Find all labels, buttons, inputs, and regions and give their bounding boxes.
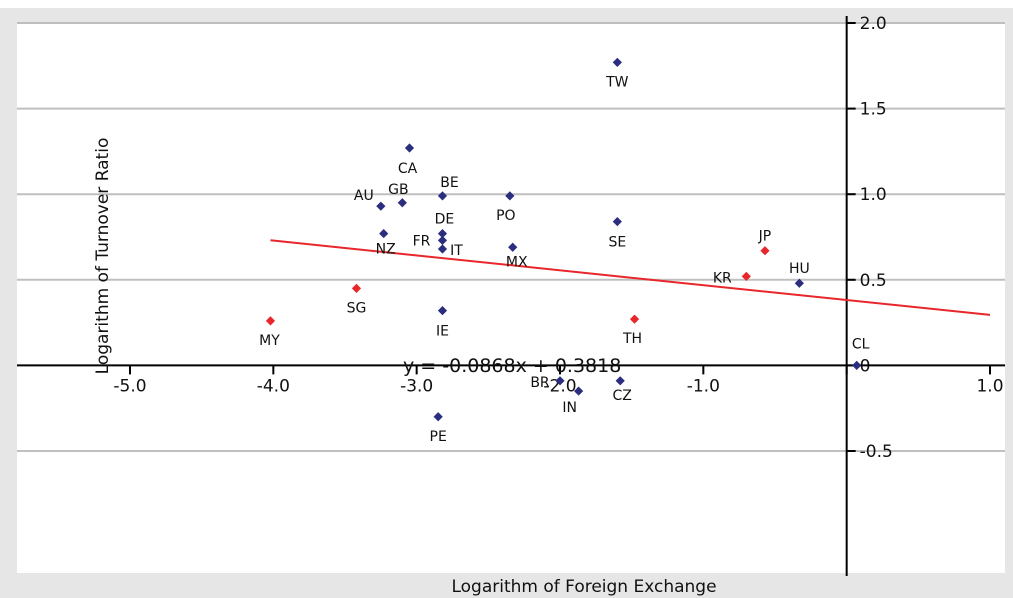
data-label-nz: NZ bbox=[376, 242, 396, 258]
data-point-my bbox=[265, 316, 276, 326]
trendline bbox=[270, 239, 991, 316]
y-tick-label: 0.5 bbox=[860, 271, 887, 291]
scatter-chart: 2.01.51.00.50-0.5-5.0-4.0-3.0-2.0-1.01.0… bbox=[17, 14, 1005, 597]
x-tick-label: -1.0 bbox=[687, 376, 720, 396]
data-point-tw bbox=[612, 57, 622, 67]
data-point-jp bbox=[760, 246, 770, 256]
data-point-de bbox=[437, 228, 448, 239]
data-label-it: IT bbox=[450, 243, 463, 259]
y-axis-title: Logarithm of Turnover Ratio bbox=[93, 138, 113, 375]
data-point-sg bbox=[351, 283, 362, 293]
data-label-kr: KR bbox=[713, 270, 732, 286]
data-label-ca: CA bbox=[398, 161, 418, 177]
trendline-layer bbox=[270, 239, 991, 316]
data-point-hu bbox=[794, 278, 804, 288]
data-label-au: AU bbox=[354, 188, 374, 204]
x-axis-title: Logarithm of Foreign Exchange bbox=[451, 577, 716, 597]
data-point-cz bbox=[615, 376, 625, 386]
trendline-equation: y = -0.0868x + 0.3818 bbox=[403, 355, 621, 377]
data-point-be bbox=[437, 191, 448, 201]
y-tick-label: 2.0 bbox=[860, 14, 887, 34]
data-point-au bbox=[376, 201, 386, 211]
plot-area bbox=[17, 22, 1005, 573]
y-tick-label: 1.5 bbox=[860, 100, 887, 120]
data-label-cz: CZ bbox=[613, 388, 632, 404]
y-tick-label: -0.5 bbox=[860, 442, 893, 462]
top-strip bbox=[0, 0, 1013, 8]
data-point-ca bbox=[404, 143, 415, 153]
data-label-ie: IE bbox=[436, 324, 449, 340]
axes: 2.01.51.00.50-0.5-5.0-4.0-3.0-2.0-1.01.0 bbox=[17, 14, 1005, 576]
data-label-sg: SG bbox=[347, 300, 367, 316]
data-point-gb bbox=[397, 198, 407, 208]
data-label-jp: JP bbox=[758, 229, 772, 245]
data-label-br: BR bbox=[530, 375, 550, 391]
x-tick-label: -3.0 bbox=[400, 376, 433, 396]
data-label-se: SE bbox=[608, 235, 626, 251]
y-tick-label: 1.0 bbox=[860, 185, 887, 205]
data-label-de: DE bbox=[435, 212, 455, 228]
chart-figure: 2.01.51.00.50-0.5-5.0-4.0-3.0-2.0-1.01.0… bbox=[0, 8, 1013, 598]
data-point-kr bbox=[741, 271, 751, 281]
data-points bbox=[265, 57, 862, 422]
data-label-th: TH bbox=[622, 331, 642, 347]
data-label-tw: TW bbox=[605, 74, 629, 90]
data-point-nz bbox=[379, 228, 389, 239]
data-point-in bbox=[574, 386, 584, 396]
data-label-my: MY bbox=[259, 333, 280, 349]
data-point-pe bbox=[433, 412, 443, 422]
data-point-it bbox=[437, 244, 448, 254]
data-point-ie bbox=[437, 306, 448, 316]
data-label-in: IN bbox=[562, 400, 577, 416]
data-label-pe: PE bbox=[430, 429, 447, 445]
data-point-po bbox=[505, 191, 515, 201]
data-label-cl: CL bbox=[852, 336, 870, 352]
x-tick-label: -4.0 bbox=[257, 376, 290, 396]
data-point-mx bbox=[508, 242, 518, 252]
data-point-th bbox=[629, 314, 640, 324]
data-point-fr bbox=[437, 235, 448, 246]
x-tick-label: 1.0 bbox=[976, 376, 1003, 396]
data-point-br bbox=[555, 376, 565, 386]
data-label-po: PO bbox=[496, 208, 515, 224]
data-label-gb: GB bbox=[388, 182, 408, 198]
data-label-hu: HU bbox=[789, 261, 810, 277]
data-point-cl bbox=[852, 360, 862, 370]
data-point-se bbox=[612, 216, 622, 227]
x-tick-label: -5.0 bbox=[113, 376, 146, 396]
x-tick-label: -2.0 bbox=[543, 376, 576, 396]
data-label-be: BE bbox=[440, 175, 458, 191]
data-label-fr: FR bbox=[413, 233, 431, 249]
data-label-mx: MX bbox=[506, 254, 528, 270]
